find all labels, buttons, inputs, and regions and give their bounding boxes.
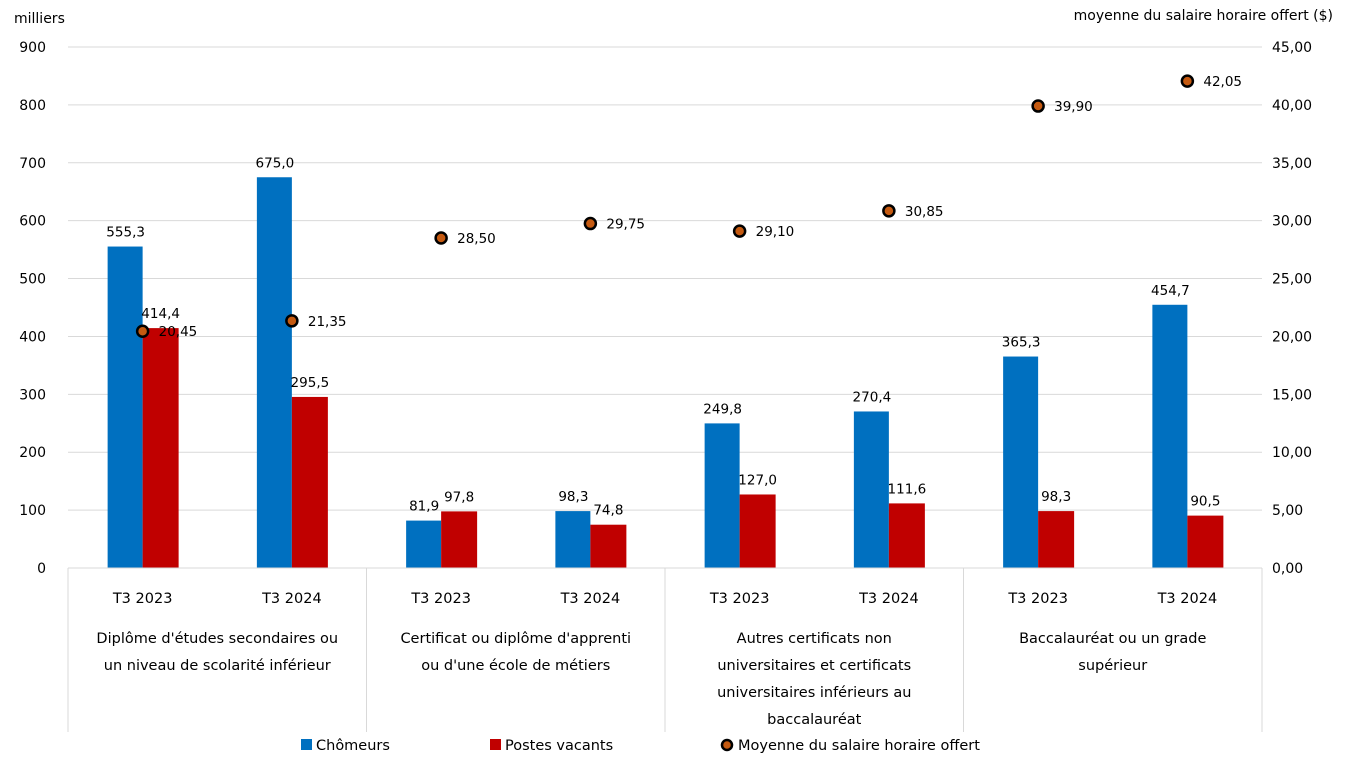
x-group-label: Baccalauréat ou un grade [1019,631,1206,647]
marker-salaire [1031,99,1045,113]
data-label-chomeurs: 454,7 [1151,283,1190,299]
y-left-tick-label: 300 [19,387,46,403]
bar-chomeurs [704,423,740,568]
bar-chomeurs [406,520,442,568]
bar-chomeurs [853,411,889,568]
marker-salaire [135,324,150,338]
data-label-salaire: 21,35 [308,314,347,330]
y-left-tick-label: 800 [19,98,46,114]
x-group-label: Autres certificats non [737,631,892,647]
bar-chomeurs [1152,304,1188,568]
x-group-label: universitaires inférieurs au [717,685,911,701]
y-right-tick-label: 25,00 [1272,272,1312,288]
marker-salaire [285,314,299,328]
bar-postes-vacants [291,396,328,568]
x-group-label: un niveau de scolarité inférieur [104,658,331,674]
y-right-tick-label: 40,00 [1272,98,1312,114]
marker-salaire [732,224,747,238]
bar-postes-vacants [441,511,478,568]
y-right-tick-label: 10,00 [1272,445,1312,461]
data-label-salaire: 39,90 [1054,99,1093,115]
marker-salaire [434,231,448,245]
x-category-label: T3 2023 [709,591,770,607]
y-right-tick-label: 45,00 [1272,40,1312,56]
bar-chomeurs [1003,356,1039,568]
bar-chomeurs [555,511,591,568]
data-label-chomeurs: 98,3 [558,489,588,505]
y-left-tick-label: 400 [19,329,46,345]
x-category-label: T3 2024 [560,591,621,607]
y-left-axis-title: milliers [14,11,65,27]
x-category-label: T3 2024 [858,591,919,607]
y-right-tick-label: 5,00 [1272,503,1303,519]
data-label-chomeurs: 249,8 [703,401,742,417]
data-label-postes-vacants: 414,4 [141,306,180,322]
marker-salaire [882,204,896,218]
data-label-postes-vacants: 97,8 [444,489,474,505]
legend-marker-salaire [720,738,734,752]
data-label-chomeurs: 81,9 [409,499,439,515]
y-left-tick-label: 700 [19,156,46,172]
data-label-postes-vacants: 295,5 [291,375,330,391]
x-category-label: T3 2023 [410,591,471,607]
data-label-salaire: 29,75 [606,217,645,233]
y-left-tick-label: 500 [19,272,46,288]
marker-salaire [583,216,598,231]
bar-postes-vacants [590,524,627,568]
x-group-label: baccalauréat [767,712,861,728]
x-group-label: Diplôme d'études secondaires ou [96,631,338,647]
y-left-tick-label: 900 [19,40,46,56]
data-label-postes-vacants: 127,0 [738,472,777,488]
data-label-salaire: 28,50 [457,231,496,247]
x-category-label: T3 2024 [1157,591,1218,607]
marker-salaire [1180,74,1195,88]
bar-postes-vacants [888,503,925,568]
data-label-postes-vacants: 111,6 [888,481,927,497]
x-group-label: Certificat ou diplôme d'apprenti [400,631,631,647]
data-label-salaire: 30,85 [905,204,944,220]
x-category-label: T3 2024 [261,591,322,607]
data-label-chomeurs: 555,3 [106,225,145,241]
x-group-label: universitaires et certificats [717,658,911,674]
legend-label-salaire: Moyenne du salaire horaire offert [738,738,980,754]
y-left-tick-label: 600 [19,214,46,230]
data-label-chomeurs: 270,4 [853,389,892,405]
x-group-label: ou d'une école de métiers [421,658,610,674]
y-left-tick-label: 100 [19,503,46,519]
data-label-chomeurs: 675,0 [256,155,295,171]
data-label-postes-vacants: 74,8 [593,503,623,519]
y-left-tick-label: 200 [19,445,46,461]
x-category-label: T3 2023 [112,591,173,607]
legend-swatch-postes-vacants [490,739,501,750]
legend-label-chomeurs: Chômeurs [316,738,390,754]
bar-postes-vacants [1038,511,1075,568]
bar-postes-vacants [739,494,776,568]
y-right-tick-label: 30,00 [1272,214,1312,230]
y-right-tick-label: 15,00 [1272,387,1312,403]
bar-chomeurs [256,177,292,568]
data-label-salaire: 42,05 [1203,74,1242,90]
data-label-postes-vacants: 98,3 [1041,489,1071,505]
y-right-tick-label: 20,00 [1272,329,1312,345]
x-group-label: supérieur [1078,658,1147,674]
y-right-tick-label: 0,00 [1272,561,1303,577]
data-label-chomeurs: 365,3 [1002,335,1041,351]
data-label-salaire: 20,45 [159,324,198,340]
legend-label-postes-vacants: Postes vacants [505,738,613,754]
bar-postes-vacants [1187,515,1224,568]
y-right-axis-title: moyenne du salaire horaire offert ($) [1074,8,1333,24]
bar-chomeurs [107,246,143,568]
legend-swatch-chomeurs [301,739,312,750]
x-category-label: T3 2023 [1007,591,1068,607]
bar-postes-vacants [142,328,179,568]
y-right-tick-label: 35,00 [1272,156,1312,172]
data-label-salaire: 29,10 [756,224,795,240]
y-left-tick-label: 0 [37,561,46,577]
data-label-postes-vacants: 90,5 [1190,494,1220,510]
